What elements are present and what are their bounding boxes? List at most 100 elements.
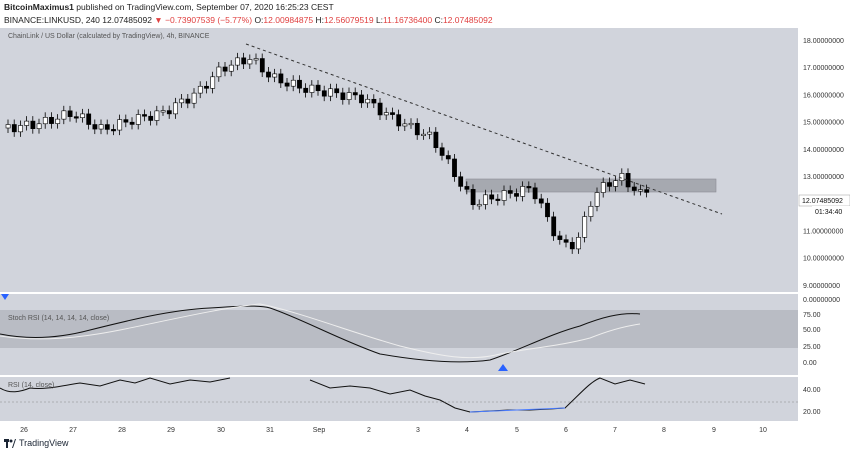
- candle-body: [588, 205, 594, 217]
- candle-body: [92, 124, 98, 130]
- time-axis-label: 4: [465, 427, 469, 434]
- candle-body: [160, 110, 166, 113]
- candle-body: [228, 64, 234, 72]
- candle-body: [346, 92, 352, 100]
- candle-body: [638, 189, 643, 192]
- candle-body: [11, 124, 17, 133]
- candle-body: [55, 118, 61, 124]
- bar-countdown: 01:34:40: [815, 209, 842, 216]
- candle-body: [464, 186, 470, 190]
- time-axis-label: 9: [712, 427, 716, 434]
- candle-body: [421, 133, 426, 136]
- candle-body: [470, 189, 476, 206]
- candle-body: [49, 117, 54, 124]
- candle-body: [495, 198, 501, 201]
- time-axis-label: 7: [613, 427, 617, 434]
- candle-body: [383, 112, 389, 116]
- time-scale[interactable]: [0, 421, 850, 436]
- candle-body: [408, 122, 414, 126]
- stoch-d-line: [0, 303, 641, 359]
- candle-body: [185, 98, 191, 104]
- candle-body: [452, 158, 457, 178]
- candle-body: [340, 92, 346, 100]
- candle-body: [600, 182, 606, 193]
- main-pane[interactable]: [0, 28, 798, 292]
- published-text: published on TradingView.com, September …: [76, 2, 334, 12]
- candle-body: [377, 102, 383, 116]
- time-axis-label: 5: [515, 427, 519, 434]
- countdown-tag: [812, 206, 850, 217]
- candle-body: [414, 122, 420, 136]
- down-arrow-icon: ▼: [154, 15, 163, 25]
- price-axis-label: 15.00000000: [803, 120, 844, 127]
- candle-body: [489, 194, 495, 200]
- stoch-axis-label: 50.00: [803, 327, 821, 334]
- candle-body: [197, 85, 203, 94]
- candle-body: [148, 115, 154, 121]
- rsi-pane[interactable]: [0, 377, 798, 421]
- candle-body: [613, 180, 619, 187]
- candle-body: [210, 76, 216, 89]
- candle-body: [204, 85, 209, 89]
- stoch-band: [0, 310, 798, 348]
- candle-body: [30, 120, 36, 129]
- candle-body: [315, 84, 321, 92]
- stoch-axis-label: 0.00000000: [803, 297, 840, 304]
- candle-body: [644, 189, 650, 193]
- candle-body: [607, 182, 612, 187]
- alert-marker-icon[interactable]: [1, 294, 9, 300]
- chart-area[interactable]: ChainLink / US Dollar (calculated by Tra…: [0, 28, 850, 436]
- current-price-label: 12.07485092: [802, 198, 843, 205]
- stoch-axis-label: 0.00: [803, 360, 817, 367]
- candle-body: [321, 90, 327, 97]
- candle-body: [557, 235, 563, 240]
- time-axis-label: Sep: [313, 427, 326, 434]
- downtrend-line[interactable]: [245, 43, 723, 215]
- candle-body: [582, 216, 588, 238]
- candle-body: [24, 120, 30, 126]
- rsi-title: RSI (14, close): [8, 382, 54, 389]
- tradingview-logo[interactable]: TradingView: [4, 438, 69, 448]
- candle-body: [359, 94, 364, 104]
- rsi-axis-label: 20.00: [803, 409, 821, 416]
- resistance-zone: [465, 178, 717, 193]
- candle-body: [191, 92, 197, 104]
- candle-body: [445, 155, 451, 160]
- candle-body: [42, 117, 48, 125]
- candle-body: [501, 190, 507, 201]
- candle-body: [402, 123, 408, 127]
- candle-body: [135, 114, 141, 125]
- candle-body: [619, 173, 625, 181]
- time-axis-label: 30: [217, 427, 225, 434]
- candle-body: [483, 194, 488, 205]
- candle-body: [427, 131, 433, 135]
- candle-body: [576, 237, 581, 250]
- candle-body: [303, 87, 309, 93]
- candle-body: [328, 88, 333, 97]
- candle-body: [520, 186, 526, 197]
- candle-body: [569, 242, 575, 250]
- candle-body: [439, 147, 445, 156]
- crossover-marker-icon: [498, 364, 508, 371]
- ohlc-close-label: C:: [434, 15, 443, 25]
- time-axis-label: 29: [167, 427, 175, 434]
- time-axis-label: 2: [367, 427, 371, 434]
- price-chart[interactable]: ChainLink / US Dollar (calculated by Tra…: [0, 28, 850, 436]
- candle-body: [235, 57, 240, 66]
- candle-body: [266, 71, 271, 78]
- last-price: 12.07485092: [102, 15, 152, 25]
- author-name[interactable]: BitcoinMaximus1: [4, 2, 74, 12]
- candles-layer: [5, 52, 650, 254]
- candle-body: [365, 98, 371, 104]
- price-axis-label: 11.00000000: [803, 228, 843, 235]
- candle-body: [352, 92, 358, 96]
- ohlc-close: 12.07485092: [442, 15, 493, 25]
- price-axis-label: 17.00000000: [803, 65, 844, 72]
- candle-body: [247, 59, 253, 65]
- price-scale[interactable]: [798, 28, 850, 421]
- candle-body: [396, 114, 402, 127]
- time-axis-label: 3: [416, 427, 420, 434]
- rsi-axis-label: 40.00: [803, 387, 821, 394]
- candle-body: [309, 84, 315, 93]
- candle-body: [117, 119, 123, 131]
